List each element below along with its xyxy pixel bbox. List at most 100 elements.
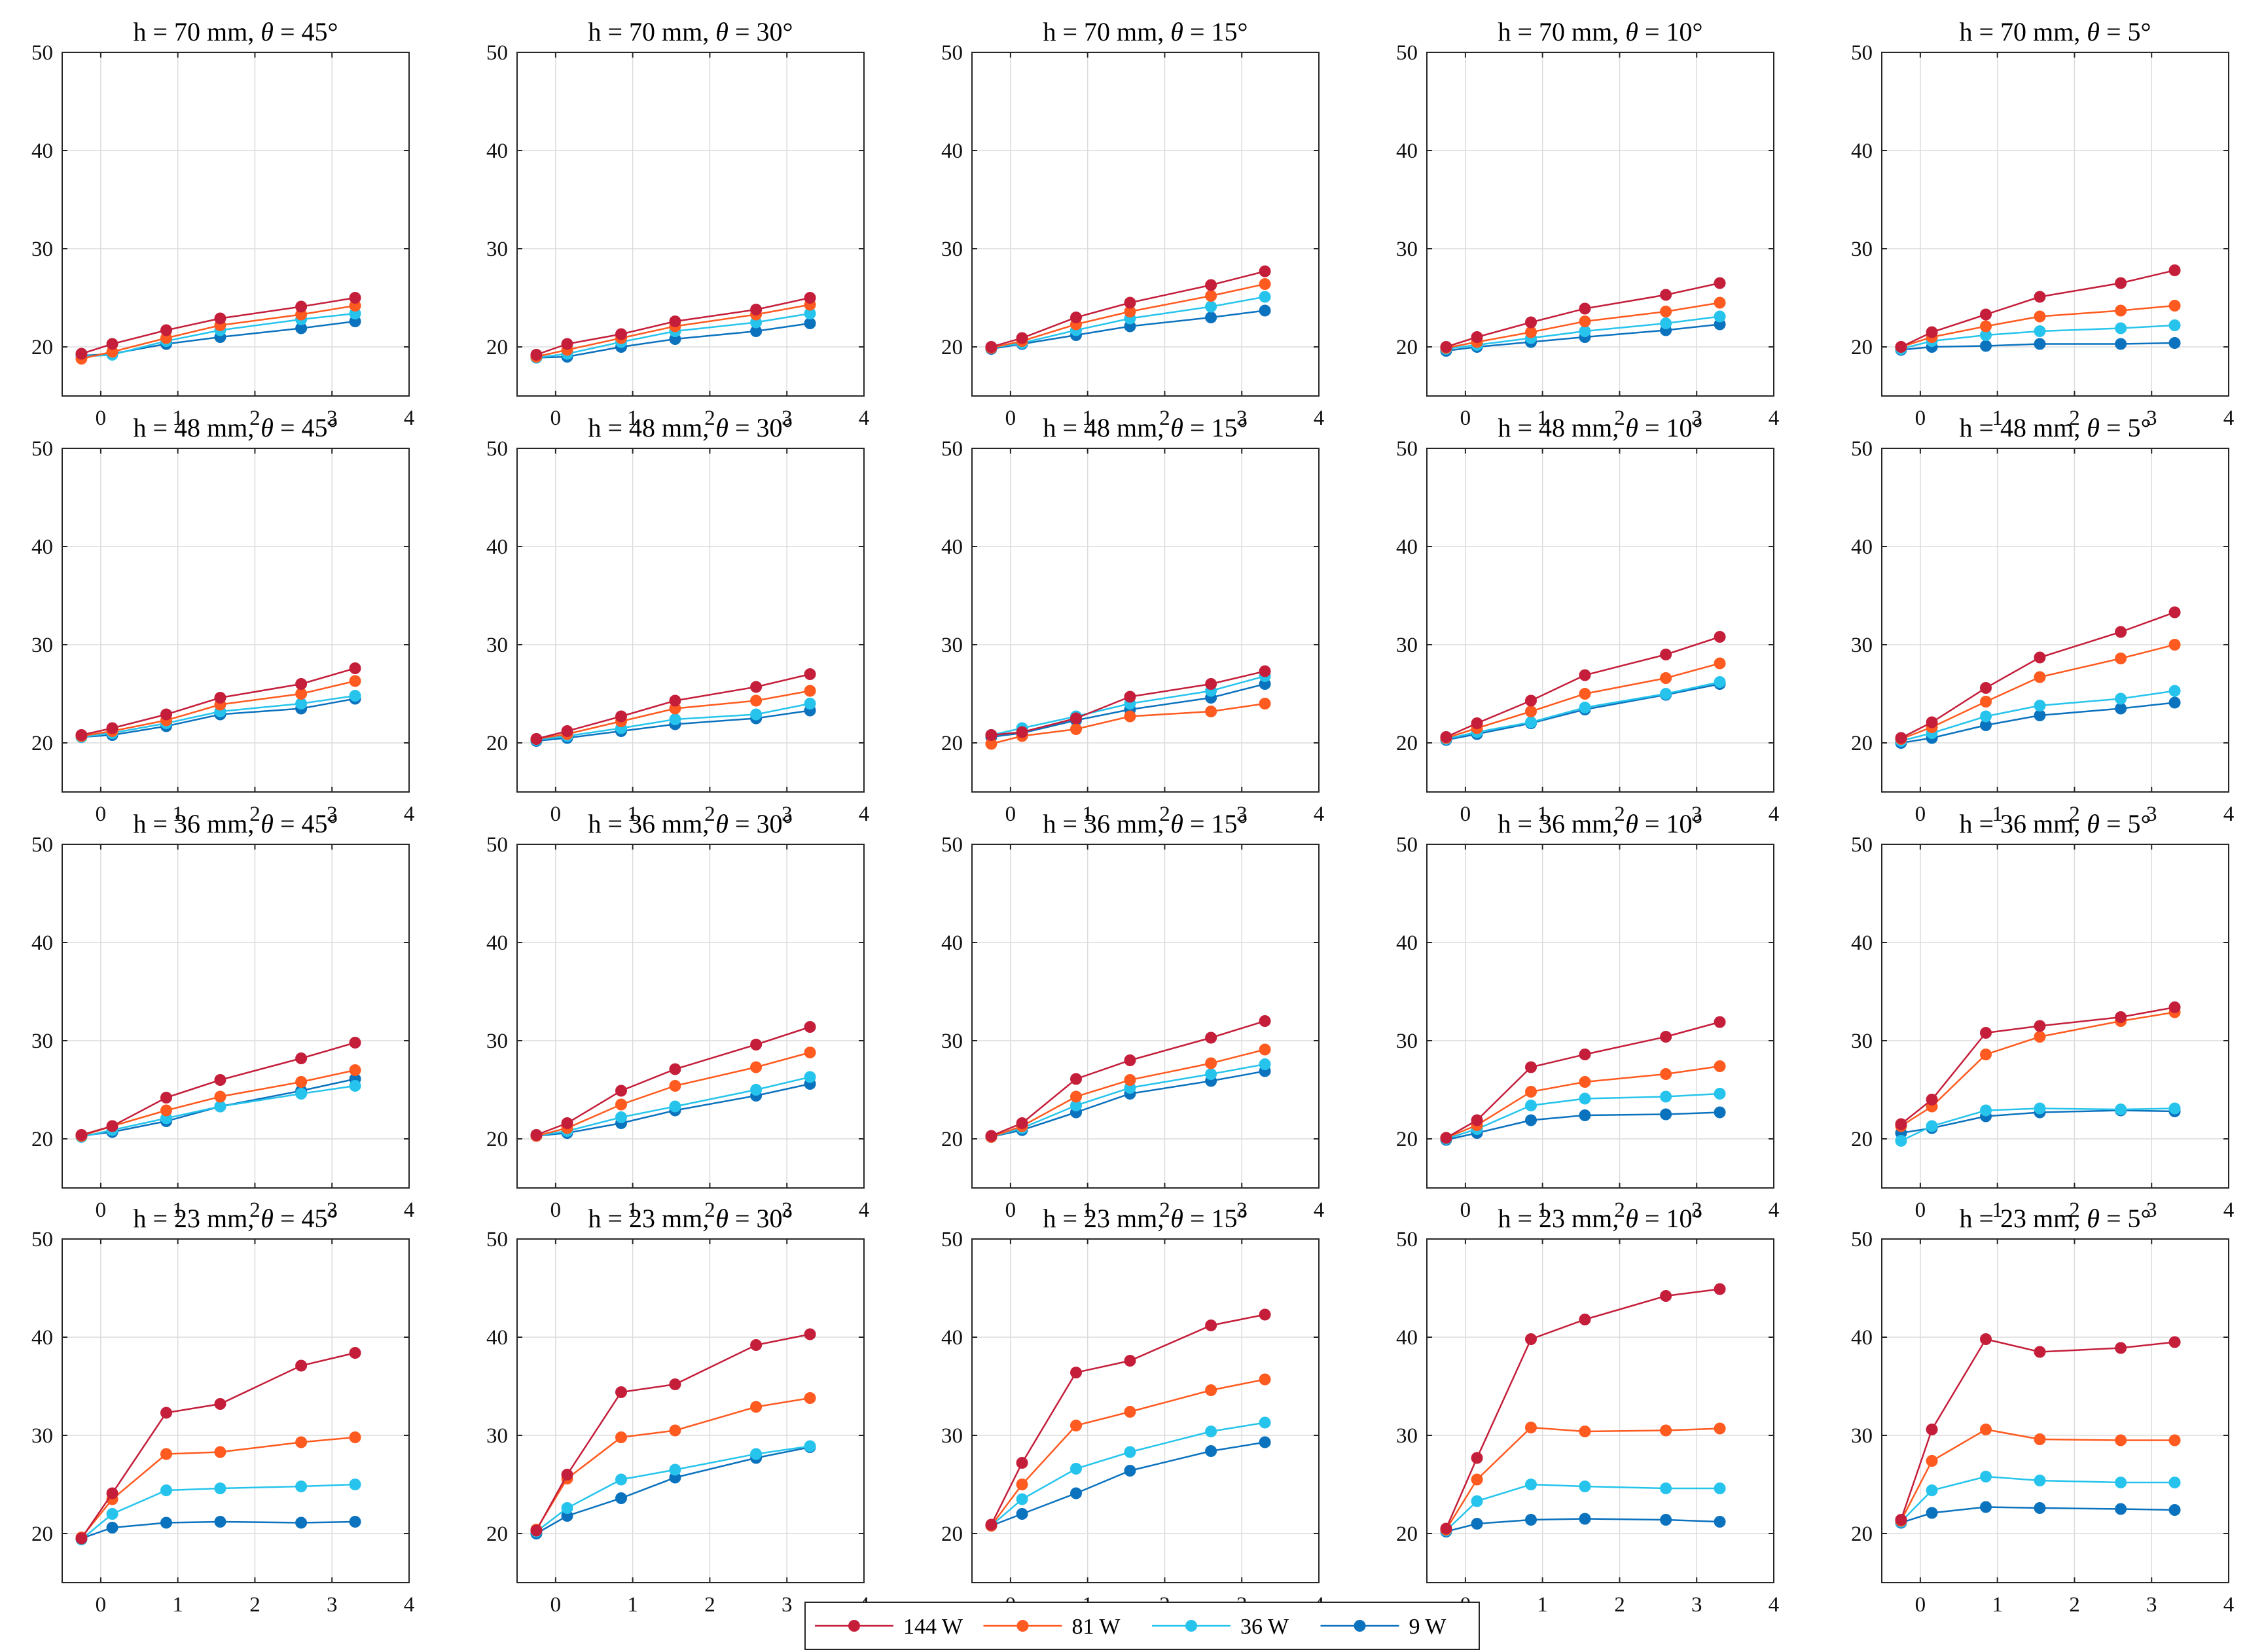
panel-4-5-series-1-point-5 xyxy=(2168,1434,2181,1446)
panel-2-4-series-2-point-4 xyxy=(1660,688,1672,700)
panel-2-5-series-0 xyxy=(1895,606,2181,744)
panel-2-2-series-0-point-0 xyxy=(530,733,543,745)
panel-1-4-title: h = 70 mm, θ = 10° xyxy=(1498,17,1702,46)
panel-1-5-series-0-point-0 xyxy=(1895,341,1907,353)
panel-1-1-xtick-label-4: 4 xyxy=(404,406,415,430)
panel-3-3-ytick-label-2: 40 xyxy=(941,931,963,955)
panel-2-3-title-prefix: h = 48 mm, xyxy=(1043,413,1170,442)
legend: 144 W 81 W 36 W 9 W xyxy=(804,1602,1480,1650)
panel-4-2-series-2-point-2 xyxy=(615,1473,627,1486)
panel-3-2: 0 1 2 3 4 20 30 40 50 h = 36 mm, θ = 30° xyxy=(486,809,869,1222)
panel-2-1-xtick-label-4: 4 xyxy=(404,802,415,826)
panel-4-4-xtick-label-4: 4 xyxy=(1769,1593,1780,1617)
panel-4-4-series-0-point-3 xyxy=(1579,1314,1591,1325)
panel-3-4-series-0-point-5 xyxy=(1714,1016,1726,1028)
panel-4-1-series-0-line xyxy=(81,1352,355,1539)
panel-3-4-series-2-point-4 xyxy=(1660,1090,1672,1103)
panel-4-3-series-1-point-3 xyxy=(1124,1406,1136,1418)
panel-2-2-xtick-label-4: 4 xyxy=(859,802,870,826)
panel-1-4-series-0 xyxy=(1440,277,1726,353)
panel-4-5-series-3-point-1 xyxy=(1926,1507,1938,1519)
panel-2-3-title-theta-symbol: θ xyxy=(1170,413,1183,442)
panel-1-5-xtick-label-0: 0 xyxy=(1915,406,1926,430)
panel-4-3-ytick-label-2: 40 xyxy=(941,1326,963,1350)
panel-4-5: 0 1 2 3 4 20 30 40 50 h = 23 mm, θ = 5° xyxy=(1851,1204,2234,1617)
panel-4-2-series-0-point-4 xyxy=(750,1339,763,1351)
panel-1-1-ytick-label-1: 30 xyxy=(31,238,53,261)
panel-3-2-series-1-point-4 xyxy=(750,1061,763,1073)
panel-3-2-ytick-label-2: 40 xyxy=(486,931,508,955)
panel-2-4-series-2-point-2 xyxy=(1525,716,1537,728)
panel-1-2-series-3-point-5 xyxy=(804,317,816,329)
panel-2-5-xtick-label-0: 0 xyxy=(1915,802,1926,826)
panel-2-4-xtick-label-2: 2 xyxy=(1614,802,1625,826)
panel-3-1-xtick-label-0: 0 xyxy=(96,1198,107,1222)
panel-4-4-series-3-point-5 xyxy=(1714,1516,1726,1528)
panel-4-4-series-0 xyxy=(1440,1283,1726,1535)
panel-4-4-xtick-label-3: 3 xyxy=(1691,1593,1702,1617)
panel-2-4-title: h = 48 mm, θ = 10° xyxy=(1498,413,1702,442)
panel-2-1-ytick-label-1: 30 xyxy=(31,634,53,657)
panel-3-5-xtick-label-4: 4 xyxy=(2223,1198,2235,1222)
panel-3-4-title: h = 36 mm, θ = 10° xyxy=(1498,809,1702,838)
panel-4-1-series-1-point-3 xyxy=(214,1446,226,1458)
panel-3-4-series-0-point-0 xyxy=(1440,1132,1452,1144)
panel-4-3-series-2-point-4 xyxy=(1205,1426,1217,1437)
panel-4-4-series-3-point-2 xyxy=(1525,1514,1537,1526)
panel-1-4-title-suffix: = 10° xyxy=(1638,17,1703,46)
panel-1-1-series-0-point-4 xyxy=(295,300,308,313)
panel-2-3-xtick-label-4: 4 xyxy=(1314,802,1325,826)
panel-1-4-series-1 xyxy=(1440,296,1726,354)
panel-3-3-title: h = 36 mm, θ = 15° xyxy=(1043,809,1248,838)
panel-3-4-series-3-point-3 xyxy=(1579,1109,1591,1121)
panel-4-4-series-2-line xyxy=(1445,1483,1720,1532)
panel-2-5-series-1-point-3 xyxy=(2034,671,2046,683)
panel-1-1-series-0 xyxy=(75,292,361,360)
panel-3-3-series-0-point-1 xyxy=(1016,1117,1028,1129)
panel-4-3-series-1 xyxy=(985,1373,1271,1532)
panel-1-2-series-2-point-5 xyxy=(804,308,816,319)
panel-2-5-series-3-point-5 xyxy=(2168,696,2181,709)
panel-2-5-title-suffix: = 5° xyxy=(2100,413,2151,442)
panel-3-2-plot-area xyxy=(517,844,864,1188)
panel-1-2-title-prefix: h = 70 mm, xyxy=(588,17,715,46)
panel-3-5-series-1-point-2 xyxy=(1980,1049,1992,1060)
panel-4-3-series-2-point-1 xyxy=(1016,1493,1028,1505)
panel-2-4-series-0-point-0 xyxy=(1440,731,1452,743)
panel-4-1-series-2-point-4 xyxy=(295,1481,308,1492)
panel-2-4-series-2-point-3 xyxy=(1579,702,1591,713)
panel-2-1-series-2-point-5 xyxy=(349,690,361,702)
panel-3-5-series-2-point-4 xyxy=(2115,1104,2127,1115)
panel-3-2-series-2-point-4 xyxy=(750,1084,763,1096)
panel-3-2-series-0 xyxy=(530,1021,816,1141)
panel-2-5-xtick-label-1: 1 xyxy=(1992,802,2003,826)
panel-3-1-series-2-point-3 xyxy=(214,1100,226,1113)
panel-3-5-series-2-point-0 xyxy=(1895,1135,1907,1147)
panel-3-2-ytick-label-1: 30 xyxy=(486,1030,508,1053)
panel-4-2-series-2-point-3 xyxy=(669,1463,681,1476)
panel-4-1-series-0-point-5 xyxy=(349,1347,361,1359)
panel-3-1-series-0 xyxy=(75,1037,361,1141)
panel-4-3-axes-box xyxy=(971,1238,1320,1583)
panel-2-4-series-0-point-1 xyxy=(1471,717,1483,729)
panel-2-5-series-3-point-4 xyxy=(2115,702,2127,715)
panel-1-2-series-0-point-2 xyxy=(615,328,627,340)
panel-3-2-xtick-label-4: 4 xyxy=(859,1198,870,1222)
panel-4-1-series-0 xyxy=(75,1347,361,1545)
panel-3-4-series-1-point-2 xyxy=(1525,1086,1537,1098)
panel-4-5-xtick-label-0: 0 xyxy=(1915,1593,1926,1617)
panel-2-3-series-0-point-2 xyxy=(1070,712,1082,725)
panel-2-1-series-0 xyxy=(75,662,361,741)
panel-3-4-title-theta-symbol: θ xyxy=(1625,809,1638,838)
panel-2-5-ytick-label-0: 20 xyxy=(1851,732,1873,755)
panel-4-2-series-1-point-2 xyxy=(615,1431,627,1443)
panel-1-3-title-theta-symbol: θ xyxy=(1170,17,1183,46)
panel-1-2-series-0-point-3 xyxy=(669,315,681,327)
legend-entry-0-marker xyxy=(848,1620,860,1632)
panel-4-4-series-3-point-4 xyxy=(1660,1514,1672,1526)
panel-4-5-series-2-point-5 xyxy=(2168,1477,2181,1488)
panel-2-3-ytick-label-3: 50 xyxy=(941,437,963,461)
panel-4-5-ytick-label-0: 20 xyxy=(1851,1522,1873,1546)
panel-4-4-series-1-point-2 xyxy=(1525,1422,1537,1433)
